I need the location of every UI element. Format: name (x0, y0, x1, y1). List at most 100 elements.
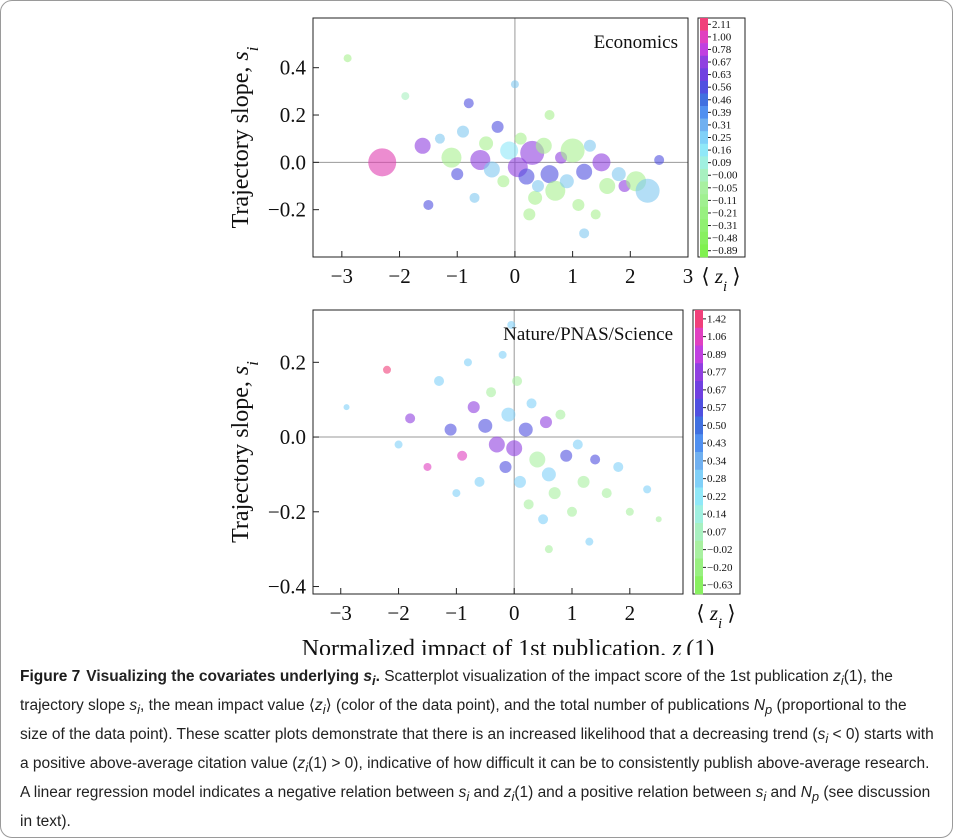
colorbar-frame (692, 309, 741, 595)
subscript: i (137, 702, 141, 718)
subscript: i (243, 361, 262, 366)
y-tick-label: −0.2 (268, 198, 306, 222)
x-axis-label: Normalized impact of 1st publication, zi… (302, 636, 715, 655)
colorbar-tick-label: 0.22 (707, 491, 726, 503)
figure: −3 −2 −1 0 1 2 3 −0.2 0.0 0.2 0.4 Economics Trajecto… (228, 17, 746, 655)
point (555, 409, 566, 420)
x-tick-label: 2 (625, 601, 636, 625)
colorbar-swatch (695, 576, 703, 595)
text-part: Scatterplot visualization of the impact … (384, 668, 834, 685)
point (514, 132, 527, 145)
y-tick-label: 0.4 (280, 56, 307, 80)
point (544, 110, 555, 121)
point (613, 461, 624, 472)
colorbar-swatch (700, 244, 708, 258)
point (423, 462, 432, 471)
subscript: i (466, 789, 470, 805)
point (529, 451, 546, 468)
colorbar-swatch (695, 310, 703, 329)
x-tick-label: 1 (567, 601, 578, 625)
plot-frame (312, 17, 689, 258)
colorbar-swatch (700, 106, 708, 119)
colorbar-swatch (700, 55, 708, 69)
point (577, 475, 590, 488)
point (488, 436, 505, 453)
colorbar-swatch (700, 118, 708, 132)
colorbar-tick-label: −0.63 (707, 580, 733, 592)
colorbar-swatch (695, 345, 703, 364)
subscript: i (305, 760, 309, 776)
point (559, 174, 574, 189)
colorbar-swatch (700, 231, 708, 245)
variable: z (671, 636, 682, 655)
colorbar-swatch (700, 43, 708, 57)
point (523, 499, 534, 510)
colorbar-tick-label: 0.09 (712, 157, 732, 169)
text-part: ⟩ (727, 264, 740, 288)
colorbar-tick-label: 0.67 (707, 384, 727, 396)
variable: z (833, 668, 841, 685)
colorbar-swatch (700, 93, 708, 107)
x-tick-label: −3 (330, 601, 352, 625)
text-part: (proportional to the size of the data po… (20, 697, 907, 744)
point (526, 398, 537, 409)
y-axis-label: Trajectory slope, si (228, 361, 262, 543)
point (474, 476, 485, 487)
y-axis-label: Trajectory slope, si (228, 46, 262, 228)
caption-heading: Visualizing the covariates underlying si… (86, 668, 380, 688)
point (401, 92, 410, 101)
subscript: i (322, 702, 326, 718)
point (444, 423, 457, 436)
colorbar-swatch (695, 327, 703, 346)
variable: N (800, 784, 812, 802)
colorbar-swatch (695, 469, 703, 488)
colorbar-swatch (695, 452, 703, 471)
colorbar-tick-label: −0.21 (712, 207, 737, 219)
point (599, 178, 616, 195)
point (545, 180, 566, 201)
point (463, 98, 474, 109)
variable: z (503, 784, 512, 802)
text-part: ⟩ (color of the data point), and the tot… (325, 697, 754, 715)
colorbar-frame (697, 17, 746, 258)
point (510, 80, 519, 89)
caption-body: Scatterplot visualization of the impact … (20, 668, 934, 830)
variable: s (228, 51, 254, 60)
subscript: i (682, 651, 687, 656)
colorbar-swatch (700, 194, 708, 207)
colorbar-swatch (700, 68, 708, 82)
colorbar-tick-label: −0.00 (712, 170, 738, 182)
colorbar-swatch (695, 363, 703, 382)
point (463, 358, 472, 367)
caption: Figure 7 Visualizing the covariates under… (20, 664, 935, 834)
colorbar-swatch (700, 18, 708, 31)
subscript: i (723, 279, 727, 295)
point (518, 422, 533, 437)
point (383, 365, 391, 374)
point (611, 167, 626, 182)
variable: s (817, 726, 826, 744)
variable: z (709, 601, 718, 625)
colorbar-tick-label: −0.05 (712, 182, 738, 194)
point (457, 125, 469, 138)
colorbar-tick-label: 0.16 (712, 145, 732, 157)
colorbar-label: ⟨ zi ⟩ (701, 264, 740, 295)
colorbar-swatch (700, 143, 708, 157)
point (513, 475, 526, 488)
point (469, 192, 480, 203)
caption-label: Figure 7 (20, 668, 81, 685)
text-part: (1) (686, 636, 714, 655)
colorbar-label: ⟨ zi ⟩ (696, 601, 735, 632)
x-tick-label: 1 (567, 264, 578, 288)
colorbar-tick-label: −0.31 (712, 220, 737, 232)
x-tick-label: −2 (388, 264, 410, 288)
point (585, 537, 594, 546)
point (479, 136, 494, 151)
colorbar-tick-label: 0.43 (707, 438, 727, 450)
point (583, 139, 596, 152)
point (539, 416, 552, 429)
colorbar-swatch (700, 156, 708, 170)
point (567, 506, 577, 517)
colorbar-tick-label: 1.06 (707, 331, 727, 343)
colorbar-swatch (700, 30, 708, 44)
